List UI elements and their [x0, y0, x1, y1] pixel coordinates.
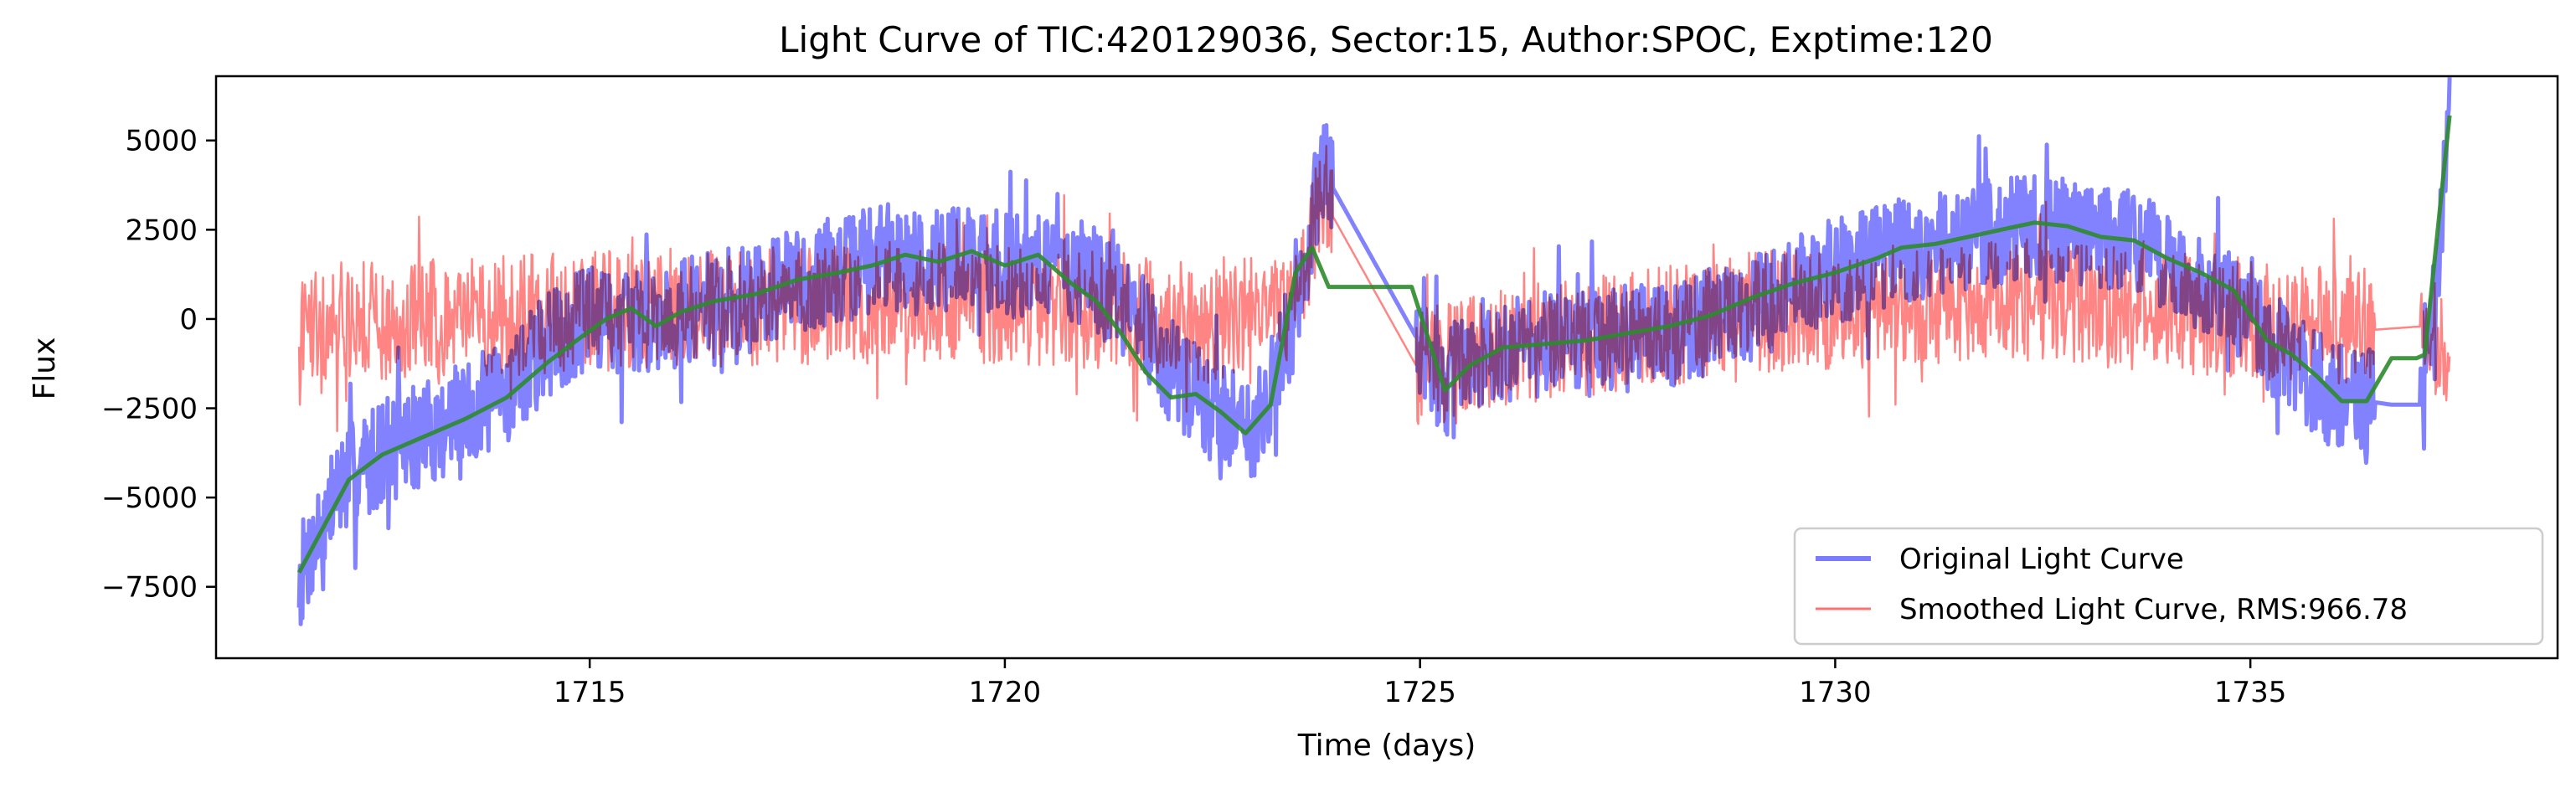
x-axis: 1715 1720 1725 1730 1735	[554, 658, 2287, 709]
x-tick-label: 1725	[1383, 676, 1456, 709]
legend-entry-smoothed-label: Smoothed Light Curve, RMS:966.78	[1899, 593, 2408, 626]
x-tick-label: 1735	[2214, 676, 2287, 709]
legend: Original Light Curve Smoothed Light Curve…	[1793, 527, 2544, 646]
y-tick-label: −7500	[101, 571, 198, 605]
trend-line	[296, 115, 2452, 574]
x-tick-label: 1720	[969, 676, 1042, 709]
legend-entry-original-label: Original Light Curve	[1899, 543, 2184, 576]
legend-box	[1793, 527, 2544, 646]
y-axis: −7500 −5000 −2500 0 2500 5000	[101, 125, 216, 605]
y-axis-label: Flux	[28, 337, 62, 400]
x-tick-label: 1730	[1799, 676, 1872, 709]
y-tick-label: −5000	[101, 482, 198, 515]
y-tick-label: −2500	[101, 393, 198, 426]
y-tick-label: 2500	[125, 214, 198, 247]
x-tick-label: 1715	[554, 676, 626, 709]
plot-frame	[214, 75, 2559, 660]
plot-area	[296, 77, 2452, 626]
y-tick-label: 5000	[125, 125, 198, 158]
x-axis-label: Time (days)	[1297, 729, 1476, 763]
y-tick-label: 0	[179, 303, 198, 337]
chart-title: Light Curve of TIC:420129036, Sector:15,…	[779, 19, 1993, 60]
